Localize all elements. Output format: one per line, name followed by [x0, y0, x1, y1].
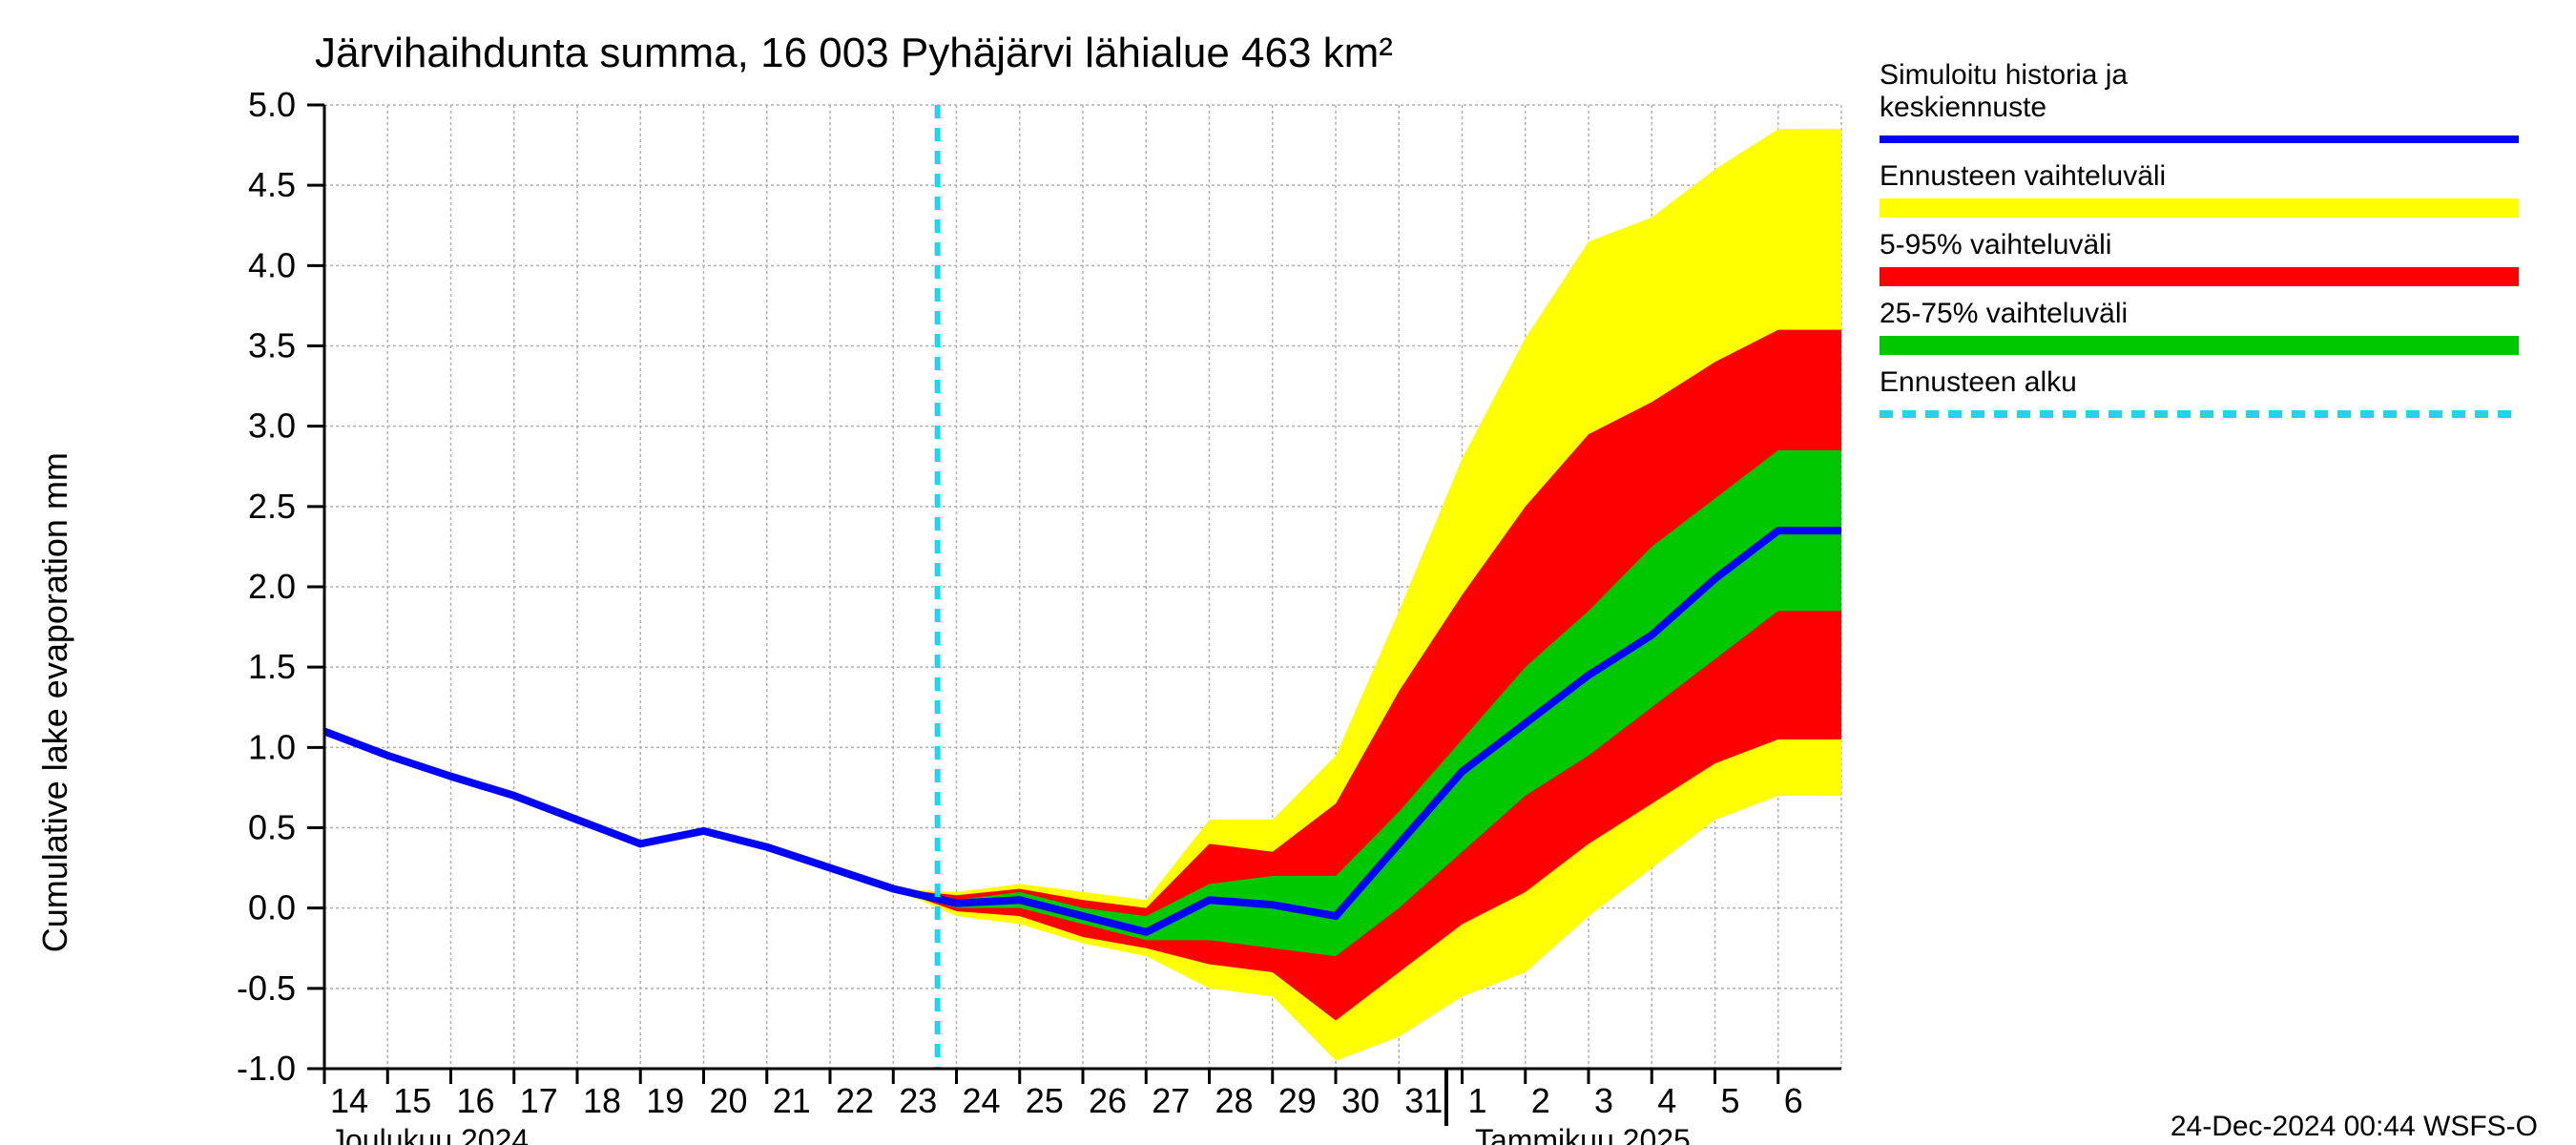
- y-tick-label: 1.5: [248, 647, 296, 686]
- x-tick-label: 5: [1721, 1081, 1740, 1120]
- footer-timestamp: 24-Dec-2024 00:44 WSFS-O: [2171, 1111, 2538, 1142]
- y-tick-label: 0.0: [248, 888, 296, 927]
- month-label-left-1: Joulukuu 2024: [330, 1123, 529, 1145]
- y-tick-label: -0.5: [237, 968, 296, 1008]
- y-tick-label: 2.5: [248, 487, 296, 526]
- legend-label: 25-75% vaihteluväli: [1880, 298, 2128, 329]
- y-tick-label: 3.5: [248, 326, 296, 365]
- x-tick-label: 3: [1594, 1081, 1613, 1120]
- x-tick-label: 18: [583, 1081, 621, 1120]
- chart-root: -1.0 -0.5 0.0 0.5 1.0 1.5 2.0 2.5 3.0 3.5 4.0 4.5 5.…: [0, 0, 2576, 1145]
- chart-svg: -1.0 -0.5 0.0 0.5 1.0 1.5 2.0 2.5 3.0 3.5 4.0 4.5 5.…: [0, 0, 2576, 1145]
- x-tick-label: 2: [1531, 1081, 1550, 1120]
- x-tick-label: 28: [1215, 1081, 1254, 1120]
- month-label-right-1: Tammikuu 2025: [1475, 1123, 1691, 1145]
- y-axis-label: Cumulative lake evaporation mm: [35, 452, 74, 952]
- legend-label: Simuloitu historia ja: [1880, 59, 2128, 91]
- legend-swatch-band: [1880, 267, 2519, 286]
- x-tick-label: 16: [457, 1081, 495, 1120]
- legend-swatch-band: [1880, 336, 2519, 355]
- legend-label: keskiennuste: [1880, 92, 2046, 123]
- x-tick-label: 20: [710, 1081, 748, 1120]
- x-tick-label: 15: [393, 1081, 431, 1120]
- x-tick-label: 19: [646, 1081, 684, 1120]
- legend-swatch-band: [1880, 198, 2519, 218]
- legend-label: Ennusteen vaihteluväli: [1880, 160, 2166, 192]
- x-tick-label: 26: [1089, 1081, 1127, 1120]
- x-tick-label: 25: [1026, 1081, 1064, 1120]
- x-tick-label: 27: [1152, 1081, 1190, 1120]
- legend-label: Ennusteen alku: [1880, 366, 2077, 398]
- x-tick-label: 14: [330, 1081, 368, 1120]
- x-tick-label: 6: [1784, 1081, 1803, 1120]
- y-tick-label: 4.0: [248, 245, 296, 284]
- y-tick-label: 2.0: [248, 567, 296, 606]
- y-tick-label: 5.0: [248, 85, 296, 124]
- x-tick-label: 21: [773, 1081, 811, 1120]
- y-tick-label: 1.0: [248, 727, 296, 766]
- x-tick-label: 23: [899, 1081, 937, 1120]
- chart-title: Järvihaihdunta summa, 16 003 Pyhäjärvi l…: [315, 30, 1393, 76]
- y-tick-label: -1.0: [237, 1049, 296, 1088]
- y-tick-label: 0.5: [248, 808, 296, 847]
- x-tick-label: 31: [1404, 1081, 1443, 1120]
- x-tick-label: 30: [1341, 1081, 1380, 1120]
- legend-label: 5-95% vaihteluväli: [1880, 229, 2111, 260]
- x-tick-label: 17: [520, 1081, 558, 1120]
- y-tick-label: 3.0: [248, 406, 296, 446]
- x-tick-label: 1: [1468, 1081, 1487, 1120]
- x-tick-label: 22: [836, 1081, 874, 1120]
- x-tick-label: 24: [963, 1081, 1001, 1120]
- y-tick-label: 4.5: [248, 165, 296, 204]
- x-tick-label: 29: [1278, 1081, 1317, 1120]
- x-tick-label: 4: [1657, 1081, 1676, 1120]
